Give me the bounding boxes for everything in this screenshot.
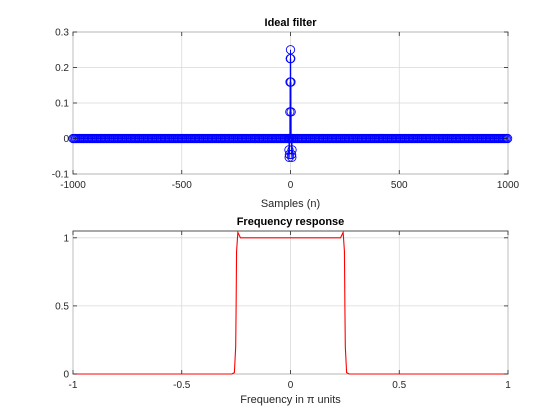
stem-marker bbox=[287, 145, 297, 155]
y-tick-label: 1 bbox=[63, 233, 69, 244]
y-tick-label: 0.3 bbox=[55, 28, 69, 39]
x-tick-label: 1000 bbox=[497, 180, 520, 191]
x-tick-label: -500 bbox=[172, 180, 192, 191]
y-tick-label: 0.1 bbox=[55, 99, 69, 110]
axes-ideal-filter: -1000 -500 0 500 1000 -0.1 0 0.1 0.2 0.3 Ideal fi… bbox=[52, 17, 520, 210]
x-axis-label-2: Frequency in π units bbox=[240, 394, 341, 406]
stem-series bbox=[68, 45, 513, 162]
response-line bbox=[73, 230, 508, 375]
frequency-response-line bbox=[73, 230, 508, 375]
y-tick-label: 0 bbox=[63, 370, 69, 381]
x-tick-label: -1000 bbox=[60, 180, 86, 191]
x-tick-label: 1 bbox=[505, 380, 511, 391]
x-tick-label: 0 bbox=[288, 180, 294, 191]
ticks-1: -1000 -500 0 500 1000 -0.1 0 0.1 0.2 0.3 bbox=[52, 28, 520, 192]
chart-title-1: Ideal filter bbox=[265, 17, 318, 29]
stem-marker bbox=[286, 53, 296, 64]
x-axis-label-1: Samples (n) bbox=[261, 198, 320, 210]
y-tick-label: 0.2 bbox=[55, 63, 69, 74]
chart-title-2: Frequency response bbox=[237, 216, 345, 228]
axes-frequency-response: -1 -0.5 0 0.5 1 0 0.5 1 Frequency response Freq… bbox=[55, 216, 511, 406]
stem-marker bbox=[287, 133, 297, 144]
stem-marker bbox=[284, 149, 295, 160]
stem-marker bbox=[287, 152, 297, 162]
stem-marker bbox=[286, 107, 296, 117]
stem-marker bbox=[285, 45, 296, 55]
x-tick-label: -1 bbox=[69, 380, 78, 391]
x-tick-label: 0 bbox=[288, 380, 294, 391]
y-tick-label: -0.1 bbox=[52, 170, 70, 181]
stem-marker bbox=[286, 77, 296, 87]
ticks-2: -1 -0.5 0 0.5 1 0 0.5 1 bbox=[55, 231, 511, 391]
x-tick-label: -0.5 bbox=[173, 380, 191, 391]
x-tick-label: 0.5 bbox=[392, 380, 406, 391]
y-tick-label: 0.5 bbox=[55, 301, 69, 312]
x-tick-label: 500 bbox=[391, 180, 408, 191]
y-tick-label: 0 bbox=[63, 134, 69, 145]
